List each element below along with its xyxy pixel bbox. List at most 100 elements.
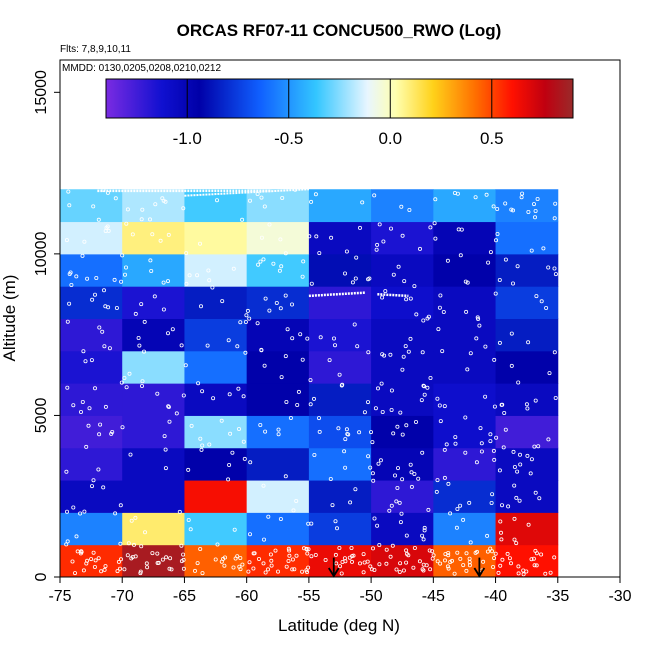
sample-point (477, 323, 482, 328)
sample-point (336, 426, 341, 431)
sample-point (64, 469, 69, 474)
sample-point (342, 271, 347, 276)
sample-point (368, 564, 373, 569)
sample-point (140, 207, 145, 212)
heatmap-cell (122, 318, 185, 352)
heatmap-cell (184, 447, 248, 481)
sample-point (493, 551, 498, 556)
sample-point (497, 277, 502, 282)
sample-point (353, 276, 358, 281)
sample-point (494, 435, 499, 440)
sample-point (278, 237, 283, 242)
sample-point (361, 552, 366, 557)
sample-point (444, 442, 449, 447)
sample-point (498, 530, 503, 535)
sample-point (205, 343, 210, 348)
sample-point (347, 555, 352, 560)
sample-point (414, 312, 419, 317)
sample-point (141, 349, 146, 354)
heatmap-cell (495, 415, 559, 449)
sample-point (317, 429, 322, 434)
x-tick-label: -30 (608, 588, 631, 605)
sample-point (362, 410, 367, 415)
sample-point (139, 302, 144, 307)
sample-point (397, 500, 402, 505)
sample-point (420, 533, 425, 538)
sample-point (474, 460, 479, 465)
sample-point (521, 572, 526, 577)
sample-point (166, 404, 171, 409)
sample-point (286, 559, 291, 564)
sample-point (408, 336, 413, 341)
sample-point (461, 517, 466, 522)
sample-point (122, 375, 127, 380)
sample-point (195, 561, 200, 566)
sample-point (313, 192, 318, 197)
sample-point (192, 568, 197, 573)
sample-point (276, 427, 281, 432)
sample-point (235, 344, 240, 349)
sample-point (421, 383, 426, 388)
heatmap-cell (433, 221, 497, 255)
sample-point (166, 232, 171, 237)
sample-point (377, 543, 382, 548)
sample-point (384, 561, 389, 566)
sample-point (161, 280, 166, 285)
sample-point (181, 393, 186, 398)
heatmap-cell (60, 544, 123, 578)
heatmap-cell (308, 544, 372, 578)
heatmap-cell (433, 447, 497, 481)
sample-point (304, 568, 309, 573)
sample-point (78, 511, 83, 516)
sample-point (98, 422, 103, 427)
sample-point (428, 567, 433, 572)
sample-point (69, 282, 74, 287)
sample-point (259, 195, 264, 200)
sample-point (422, 528, 427, 533)
heatmap-cell (433, 318, 497, 352)
sample-point (534, 563, 539, 568)
sample-point (401, 354, 406, 359)
sample-point (340, 560, 345, 565)
sample-point (342, 449, 347, 454)
sample-point (464, 551, 469, 556)
sample-point (407, 207, 412, 212)
dates-note: MMDD: 0130,0205,0208,0210,0212 (62, 63, 221, 74)
sample-point (552, 266, 557, 271)
sample-point (96, 556, 101, 561)
sample-point (476, 316, 481, 321)
sample-point (500, 557, 505, 562)
sample-point (279, 264, 284, 269)
sample-point (529, 457, 534, 462)
sample-point (96, 217, 101, 222)
sample-point (448, 511, 453, 516)
sample-point (131, 542, 136, 547)
sample-point (279, 375, 284, 380)
sample-point (524, 402, 529, 407)
sample-point (188, 527, 193, 532)
sample-point (163, 447, 168, 452)
sample-point (463, 279, 468, 284)
sample-point (198, 547, 203, 552)
sample-point (294, 498, 299, 503)
sample-point (388, 554, 393, 559)
sample-point (84, 561, 89, 566)
sample-point (158, 238, 163, 243)
sample-point (66, 189, 71, 194)
sample-point (70, 559, 75, 564)
sample-point (65, 509, 70, 514)
sample-point (553, 395, 558, 400)
sample-point (187, 273, 192, 278)
sample-point (79, 409, 84, 414)
sample-point (195, 273, 200, 278)
sample-point (118, 503, 123, 508)
heatmap-cell (122, 221, 185, 255)
heatmap-cell (433, 512, 497, 546)
sample-point (83, 359, 88, 364)
sample-point (492, 457, 497, 462)
heatmap-cell (371, 318, 434, 352)
sample-point (81, 349, 86, 354)
sample-point (165, 331, 170, 336)
sample-point (421, 537, 426, 542)
